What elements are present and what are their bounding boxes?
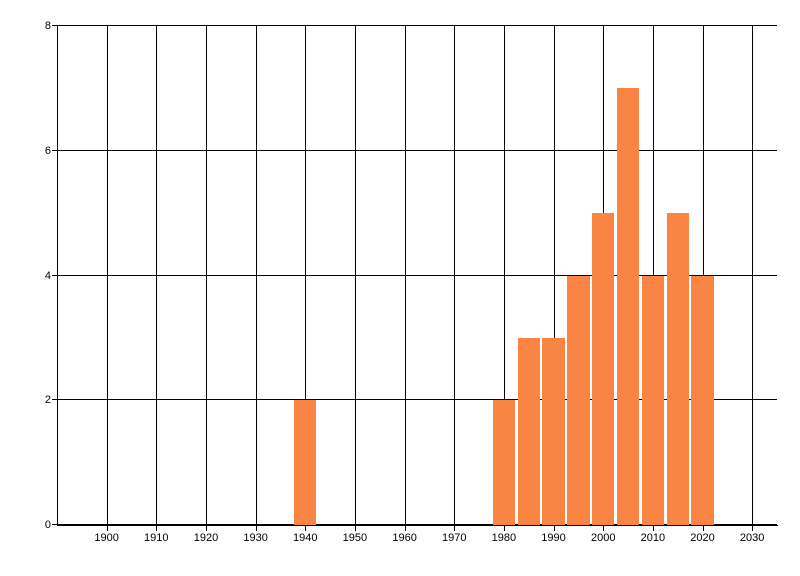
vertical-gridline-1970: [454, 26, 456, 525]
y-tick-label-0: 0: [44, 519, 51, 531]
vertical-gridline-2030: [752, 26, 754, 525]
bar-1940: [294, 400, 317, 525]
bar-2020: [691, 275, 714, 525]
y-axis-line: [57, 26, 58, 525]
x-tick-1910: [156, 525, 158, 531]
bar-2005: [616, 88, 640, 525]
x-tick-label-1960: 1960: [392, 532, 417, 544]
y-tick-2: [52, 399, 57, 401]
vertical-gridline-1940: [305, 26, 307, 525]
y-tick-label-6: 6: [44, 144, 51, 157]
vertical-gridline-1900: [106, 26, 108, 525]
x-tick-label-2010: 2010: [640, 532, 666, 544]
x-tick-1980: [503, 525, 505, 531]
x-tick-1970: [454, 525, 456, 531]
bar-1985: [517, 337, 540, 525]
x-tick-1900: [106, 525, 108, 531]
bar-1995: [567, 275, 590, 525]
vertical-gridline-1920: [205, 26, 207, 525]
y-tick-label-4: 4: [44, 269, 51, 282]
bar-1980: [492, 400, 516, 525]
x-tick-1960: [404, 525, 406, 531]
bar-2010: [641, 275, 665, 525]
x-tick-2020: [702, 525, 704, 531]
x-tick-2000: [603, 525, 605, 531]
vertical-gridline-1950: [354, 26, 356, 525]
x-axis-line: [57, 525, 778, 526]
x-tick-1990: [553, 525, 555, 531]
horizontal-gridline-2: [57, 399, 777, 401]
horizontal-gridline-0: [57, 524, 777, 525]
bar-2000: [592, 213, 615, 525]
horizontal-gridline-6: [57, 149, 777, 151]
horizontal-gridline-4: [57, 274, 777, 276]
x-tick-1920: [205, 525, 207, 531]
bar-1990: [542, 337, 565, 525]
x-tick-label-1990: 1990: [541, 532, 566, 544]
plot-area: 1900 1910 1920 1930 1940 1950 1960 1970 1980 1990…: [45, 20, 778, 544]
vertical-gridline-1980: [503, 26, 505, 525]
x-tick-label-1940: 1940: [293, 532, 318, 544]
y-tick-8: [52, 25, 57, 26]
x-tick-label-1970: 1970: [441, 532, 467, 544]
vertical-gridline-1960: [404, 26, 406, 525]
x-tick-label-1910: 1910: [144, 532, 169, 544]
x-tick-1940: [305, 525, 307, 531]
x-tick-label-1980: 1980: [491, 532, 517, 544]
x-tick-2030: [752, 525, 754, 531]
y-tick-label-2: 2: [44, 394, 51, 407]
y-tick-4: [52, 274, 57, 276]
x-tick-label-2030: 2030: [739, 532, 765, 544]
x-tick-label-1920: 1920: [193, 532, 219, 544]
x-tick-2010: [652, 525, 654, 531]
vertical-gridline-1990: [553, 26, 555, 525]
horizontal-gridline-8: [57, 25, 777, 26]
x-tick-label-1950: 1950: [342, 532, 368, 544]
y-tick-6: [52, 149, 57, 151]
x-tick-label-1930: 1930: [243, 532, 268, 544]
y-tick-0: [52, 524, 57, 525]
x-tick-label-2020: 2020: [690, 532, 715, 544]
vertical-gridline-1910: [156, 26, 158, 525]
y-tick-label-8: 8: [44, 20, 51, 32]
vertical-gridline-1930: [255, 26, 257, 525]
x-tick-label-1900: 1900: [94, 532, 119, 544]
bar-2015: [666, 213, 689, 525]
x-tick-label-2000: 2000: [590, 532, 616, 544]
x-tick-1930: [255, 525, 257, 531]
x-tick-1950: [354, 525, 356, 531]
